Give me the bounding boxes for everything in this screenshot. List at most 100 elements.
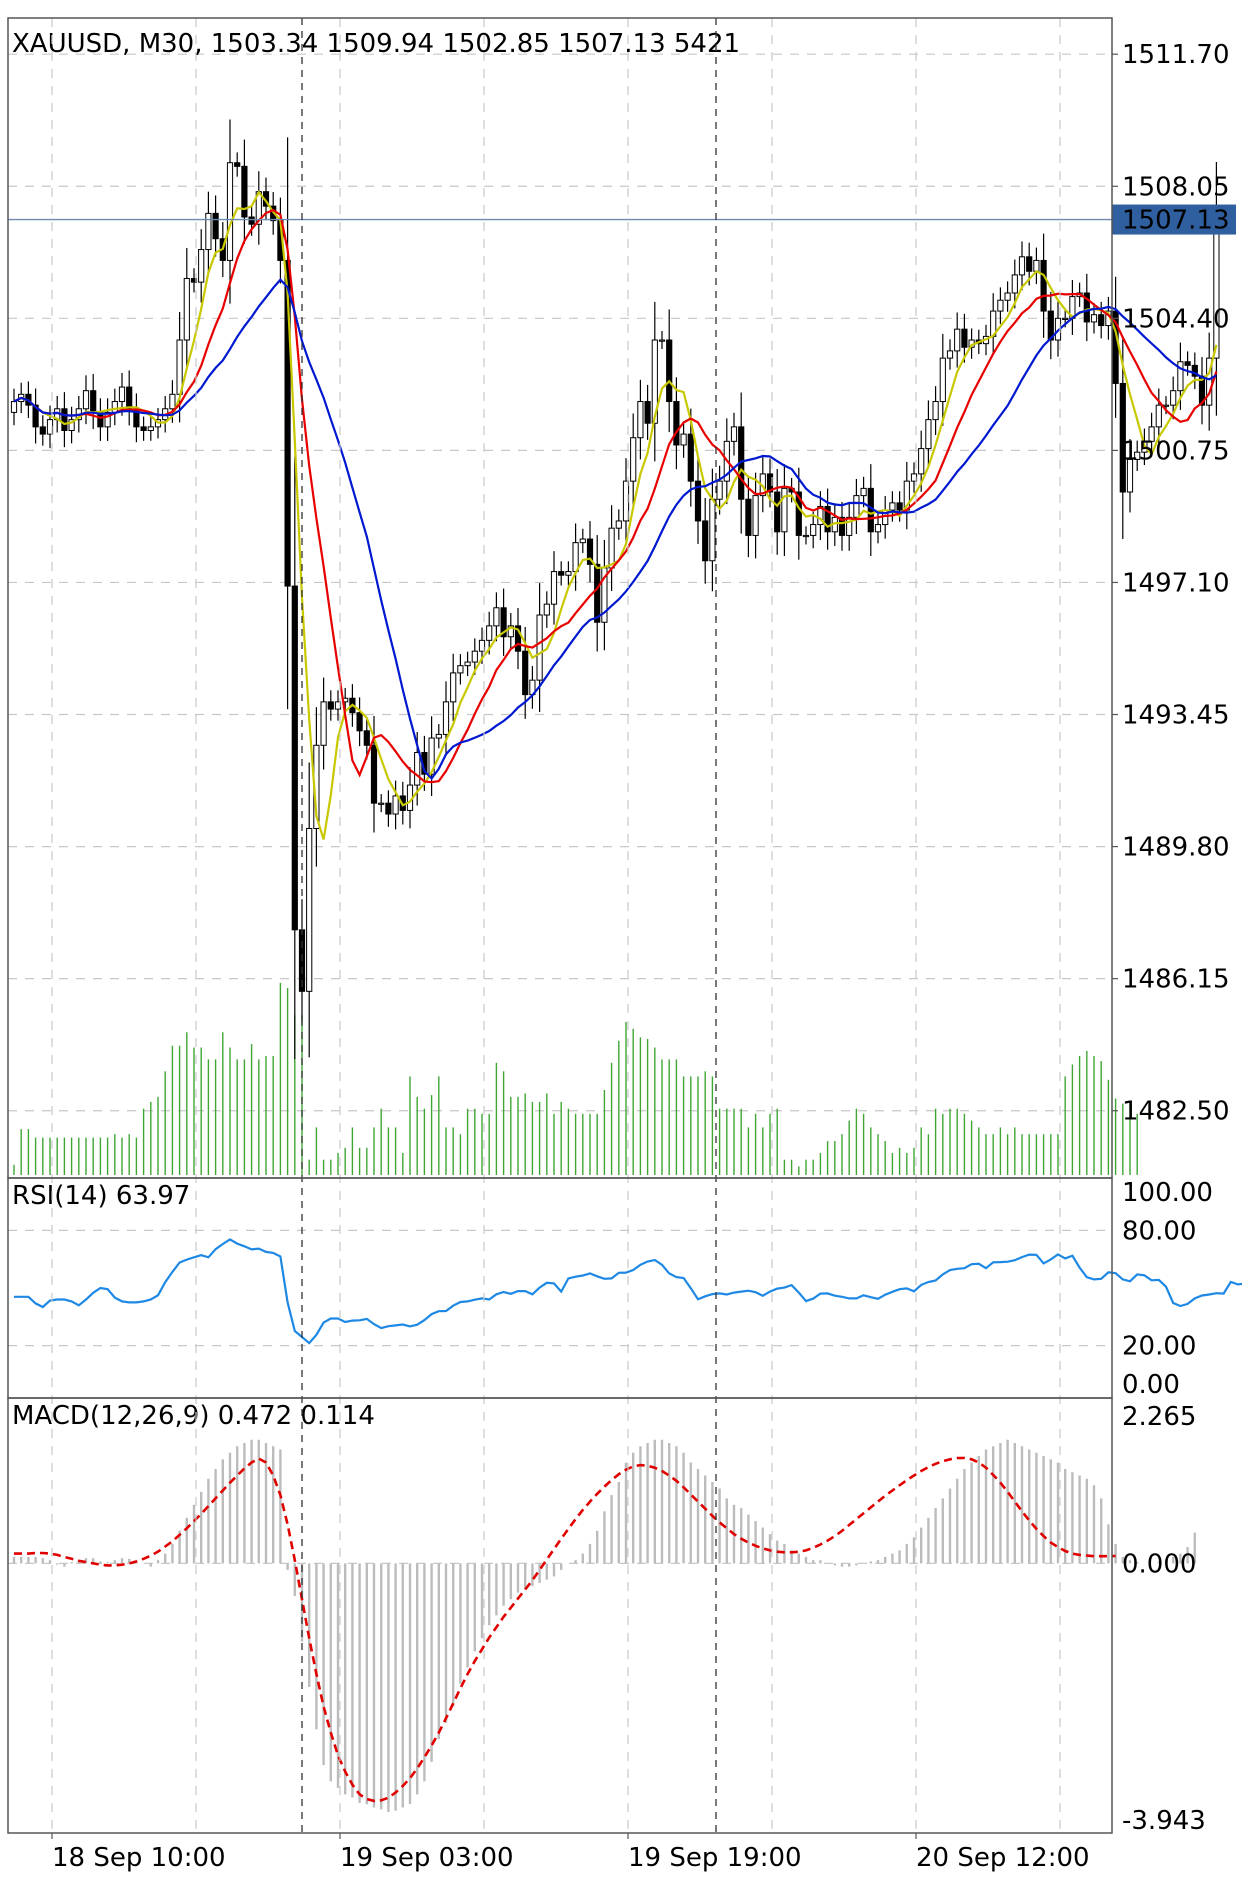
candle-body: [126, 386, 133, 410]
price-tick-label: 1497.10: [1122, 568, 1230, 598]
candle-body: [961, 328, 968, 348]
candle-body: [795, 491, 802, 536]
time-tick-label: 19 Sep 03:00: [340, 1843, 514, 1873]
candle-body: [385, 802, 392, 815]
candle-body: [464, 661, 471, 667]
candle-body: [140, 426, 147, 431]
candle-body: [1177, 361, 1184, 392]
candle-body: [550, 571, 558, 605]
time-tick-label: 20 Sep 12:00: [916, 1843, 1090, 1873]
candle-body: [997, 299, 1004, 312]
candle-body: [594, 563, 601, 623]
moving-average-line: [13, 208, 1218, 784]
candle-body: [608, 527, 615, 569]
chart-title: XAUUSD, M30, 1503.34 1509.94 1502.85 150…: [12, 29, 740, 59]
candle-body: [702, 520, 709, 562]
candle-body: [414, 752, 421, 786]
candle-body: [874, 524, 882, 533]
candle-body: [939, 357, 946, 403]
candle-body: [1213, 219, 1220, 359]
candle-body: [198, 249, 205, 283]
rsi-axis: 100.00 80.00 20.00 0.00: [1122, 1178, 1213, 1400]
time-grid: [51, 18, 1061, 1833]
candle-body: [39, 426, 46, 435]
candle-body: [687, 433, 694, 482]
rsi-tick-label: 20.00: [1122, 1332, 1196, 1362]
candle-body: [824, 505, 831, 533]
candle-body: [111, 401, 118, 413]
candle-body: [241, 165, 248, 218]
time-tick-label: 18 Sep 10:00: [52, 1843, 226, 1873]
candle-body: [514, 625, 522, 652]
candle-body: [450, 672, 457, 703]
candle-body: [932, 401, 939, 421]
candle-body: [543, 603, 550, 616]
candle-body: [522, 650, 529, 696]
candle-body: [1184, 361, 1191, 366]
candle-body: [1191, 364, 1198, 377]
candle-body: [615, 520, 622, 529]
panel-frame: [7, 1397, 1113, 1834]
candle-body: [1098, 314, 1105, 327]
candle-body: [766, 473, 774, 493]
current-price-label: 1507.13: [1122, 206, 1230, 236]
macd-panel: 2.265 0.000 -3.943 MACD(12,26,9) 0.472 0.1…: [8, 1401, 1206, 1836]
candle-body: [68, 419, 75, 431]
price-tick-label: 1508.05: [1122, 172, 1230, 202]
candle-body: [637, 401, 644, 439]
candle-body: [327, 701, 334, 710]
price-tick-label: 1500.75: [1122, 436, 1230, 466]
candle-body: [284, 259, 291, 587]
candle-body: [1018, 256, 1026, 276]
moving-average-line: [13, 277, 1217, 781]
candle-body: [486, 625, 493, 641]
candle-body: [471, 650, 478, 663]
candlesticks: [10, 119, 1220, 1060]
candle-body: [428, 737, 435, 775]
rsi-tick-label: 0.00: [1122, 1370, 1180, 1400]
candle-body: [658, 339, 666, 342]
price-grid: [8, 53, 1112, 1112]
candle-body: [212, 212, 219, 240]
candle-body: [1033, 259, 1040, 272]
candle-body: [183, 278, 190, 341]
candle-body: [1004, 292, 1011, 301]
candle-body: [810, 524, 817, 536]
candle-body: [651, 339, 658, 424]
rsi-line: [14, 1238, 1242, 1345]
candle-body: [61, 408, 68, 431]
candle-body: [774, 491, 781, 533]
candle-body: [442, 701, 450, 735]
candle-body: [622, 480, 630, 522]
candle-body: [356, 712, 363, 732]
candle-body: [709, 498, 716, 562]
candle-body: [954, 328, 961, 352]
candle-body: [205, 212, 212, 251]
candle-body: [82, 390, 90, 410]
candle-body: [478, 639, 486, 652]
price-tick-label: 1486.15: [1122, 965, 1230, 995]
candle-body: [392, 795, 399, 815]
candle-body: [860, 487, 867, 497]
candle-body: [1047, 310, 1054, 341]
candle-body: [306, 827, 313, 992]
candle-body: [1083, 292, 1090, 323]
candle-body: [565, 571, 572, 576]
candle-body: [716, 480, 723, 500]
current-price-box: [1112, 204, 1236, 235]
candle-body: [147, 426, 154, 431]
candle-body: [666, 339, 673, 403]
candle-body: [291, 585, 298, 931]
rsi-tick-label: 80.00: [1122, 1216, 1196, 1246]
rsi-grid: [8, 1229, 1112, 1347]
candle-body: [838, 516, 846, 536]
candle-body: [644, 401, 651, 424]
candle-body: [10, 401, 18, 413]
candle-body: [910, 473, 918, 482]
moving-average-line: [13, 190, 1218, 840]
candle-body: [1134, 451, 1141, 460]
candle-body: [673, 401, 680, 446]
candle-body: [694, 480, 702, 522]
candle-body: [896, 502, 903, 511]
